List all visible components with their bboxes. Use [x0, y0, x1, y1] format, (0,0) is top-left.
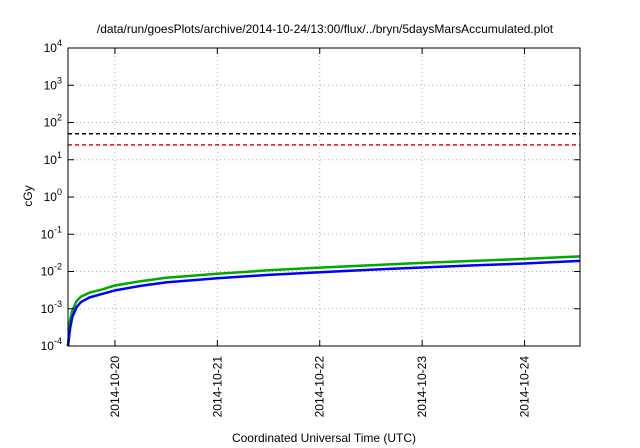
- y-axis-label: cGy: [21, 185, 35, 206]
- y-tick-label: 10-2: [41, 262, 62, 279]
- series-line: [66, 259, 581, 347]
- x-axis-ticks: 2014-10-20 2014-10-21 2014-10-22 2014-10-23…: [108, 48, 532, 417]
- grid-lines: [68, 48, 580, 346]
- chart-title: /data/run/goesPlots/archive/2014-10-24/1…: [97, 22, 554, 36]
- y-tick-label: 101: [44, 150, 62, 167]
- data-series: [66, 255, 581, 347]
- series-line: [66, 255, 581, 347]
- x-tick-label: 2014-10-21: [210, 356, 224, 418]
- y-tick-label: 10-4: [41, 336, 62, 353]
- y-tick-label: 103: [44, 75, 62, 92]
- y-tick-label: 102: [44, 113, 62, 130]
- y-tick-label: 100: [44, 187, 62, 204]
- x-tick-label: 2014-10-23: [415, 356, 429, 418]
- y-axis-ticks: 10-4 10-3 10-2 10-1 100 101 102 103 104: [41, 38, 580, 353]
- x-axis-label: Coordinated Universal Time (UTC): [232, 431, 416, 445]
- y-tick-label: 10-1: [41, 224, 62, 241]
- y-tick-label: 10-3: [41, 299, 62, 316]
- x-tick-label: 2014-10-20: [108, 356, 122, 418]
- y-tick-label: 104: [44, 38, 62, 55]
- reference-lines: [68, 132, 580, 146]
- x-tick-label: 2014-10-24: [518, 356, 532, 418]
- x-tick-label: 2014-10-22: [313, 356, 327, 418]
